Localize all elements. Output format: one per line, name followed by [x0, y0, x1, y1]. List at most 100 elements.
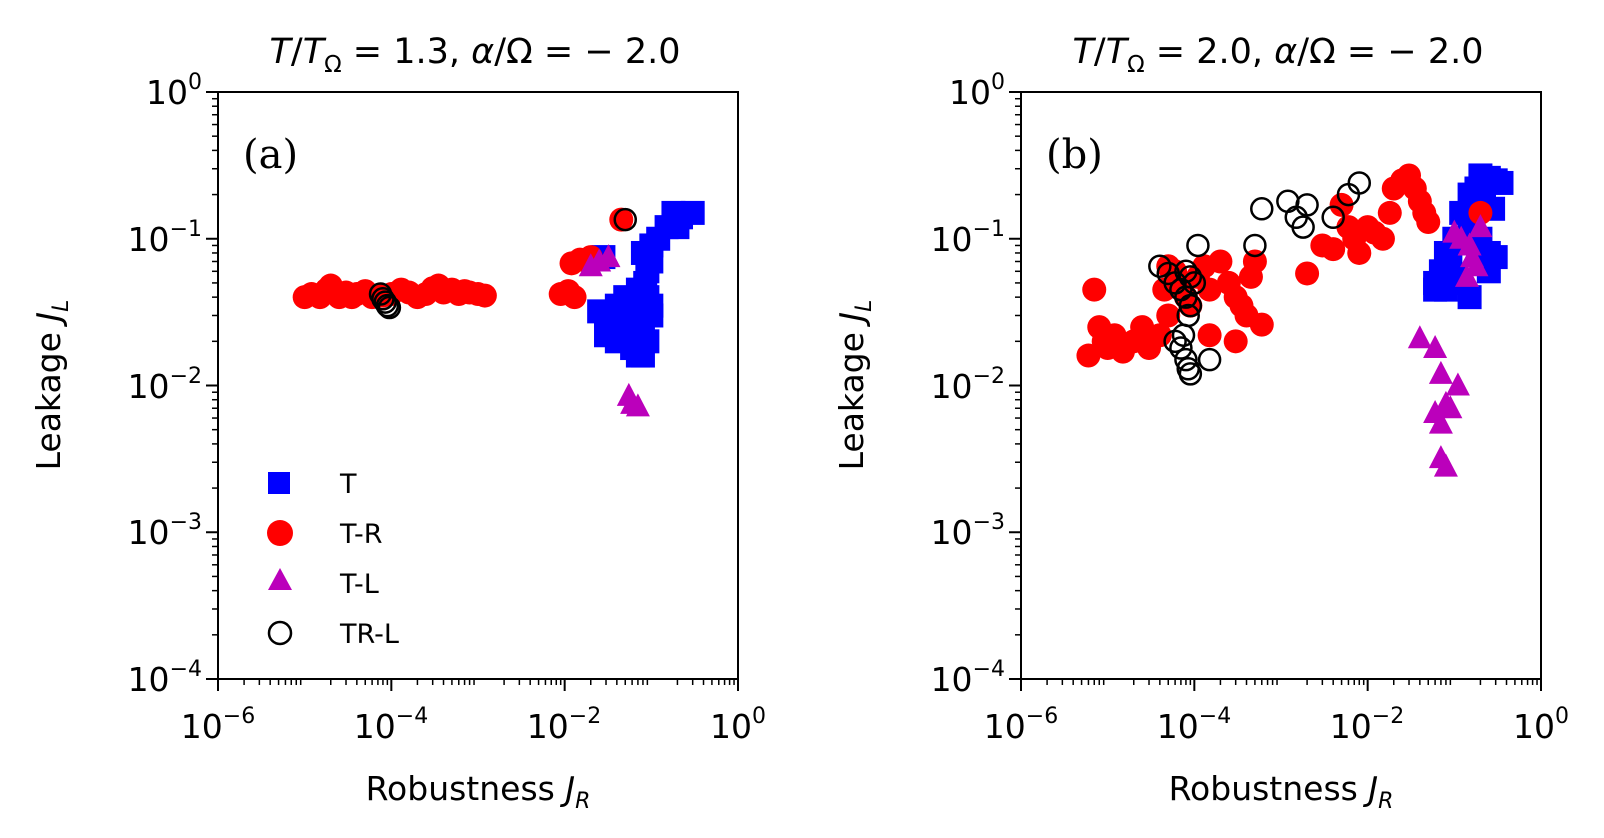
- panel-b-plot-frame: [1020, 91, 1542, 680]
- point-tr-l: [1182, 271, 1207, 295]
- legend-marker-t-r: [267, 520, 293, 546]
- point-t-l: [596, 244, 621, 268]
- point-t-l: [1457, 232, 1482, 256]
- point-t-r: [1329, 192, 1354, 217]
- panel-a-major-ticks: [206, 91, 739, 691]
- point-t: [1457, 285, 1482, 310]
- panel-b-title-t3sub: Ω: [1127, 52, 1145, 78]
- panel-a-minor-ticks: [212, 97, 735, 685]
- panel-b-title-t5: α: [1274, 32, 1297, 72]
- panel-a-title-t4: = 1.3,: [342, 32, 472, 72]
- panel-a-title-t3sub: Ω: [324, 52, 342, 78]
- panel-b-ytick-label: 10−2: [931, 364, 1005, 406]
- panel-a-ytick-label: 10−3: [128, 510, 202, 552]
- point-t-l: [1454, 263, 1479, 287]
- point-t-r: [1208, 249, 1233, 274]
- legend-marker-t-l: [268, 568, 292, 590]
- point-t-l: [1438, 395, 1463, 419]
- panel-a-xlabel: Robustness JR: [366, 769, 591, 814]
- point-t-r: [472, 283, 497, 308]
- point-tr-l: [373, 290, 397, 314]
- legend-label-t-l: T-L: [339, 569, 379, 600]
- panel-a-title-t5: α: [471, 32, 494, 72]
- point-tr-l: [1178, 362, 1203, 386]
- point-tr-l: [375, 293, 400, 318]
- point-tr-l: [1276, 189, 1300, 214]
- legend-label-t: T: [339, 469, 357, 500]
- panel-a: T/TΩ = 1.3, α/Ω = − 2.0 (a) 10−6 10−4 10…: [29, 32, 766, 814]
- point-t-r: [1249, 312, 1274, 337]
- point-tr-l: [377, 295, 402, 320]
- point-t-r: [1416, 210, 1441, 235]
- panel-b-title-t1: T: [1073, 32, 1097, 72]
- panel-b-ytick-label: 100: [949, 70, 1005, 112]
- panel-b-xtick-label: 10−2: [1330, 704, 1404, 746]
- panel-b-ytick-label: 10−3: [931, 510, 1005, 552]
- point-t-l: [1423, 335, 1448, 359]
- panel-a-plot-frame: [217, 91, 739, 680]
- point-t-r: [1468, 200, 1493, 225]
- point-t-r: [562, 285, 587, 310]
- panel-b-title: T/TΩ = 2.0, α/Ω = − 2.0: [1073, 32, 1484, 78]
- legend-marker-t: [268, 472, 290, 494]
- legend-label-tr-l: TR-L: [339, 619, 399, 650]
- point-tr-l: [1197, 347, 1222, 372]
- panel-b-xlabel: Robustness JR: [1169, 769, 1394, 814]
- point-t-l: [1468, 214, 1493, 238]
- point-t-r: [1377, 200, 1402, 225]
- point-t-r: [1295, 261, 1320, 286]
- point-t: [639, 303, 664, 328]
- panel-b-points: [1076, 163, 1514, 477]
- panel-a-xtick-label: 10−4: [354, 704, 428, 746]
- panel-a-xtick-label: 10−2: [527, 704, 601, 746]
- point-t: [1438, 249, 1463, 274]
- panel-a-points: [292, 200, 705, 417]
- point-t-l: [625, 393, 650, 417]
- panel-a-ytick-label: 10−1: [128, 217, 202, 259]
- panel-a-ytick-label: 10−4: [128, 657, 202, 699]
- point-t-l: [1433, 453, 1458, 477]
- point-t: [635, 329, 660, 354]
- panel-b: T/TΩ = 2.0, α/Ω = − 2.0 (b) 10−6 10−4 10…: [832, 32, 1569, 814]
- point-tr-l: [1174, 347, 1198, 372]
- panel-b-ytick-label: 10−1: [931, 217, 1005, 259]
- point-t-l: [1428, 360, 1453, 384]
- panel-a-xtick-label: 10−6: [181, 704, 255, 746]
- point-t-r: [1347, 240, 1372, 265]
- point-t-r: [1321, 237, 1346, 262]
- point-tr-l: [1174, 259, 1198, 284]
- point-tr-l: [1171, 323, 1196, 347]
- panel-b-xtick-label: 10−4: [1157, 704, 1231, 746]
- panel-a-title-t6: /Ω = − 2.0: [494, 32, 680, 72]
- panel-a-title: T/TΩ = 1.3, α/Ω = − 2.0: [270, 32, 681, 78]
- point-tr-l: [1243, 233, 1267, 258]
- panel-b-label: (b): [1046, 132, 1103, 178]
- point-t-l: [1407, 325, 1432, 349]
- panel-b-title-t6: /Ω = − 2.0: [1297, 32, 1483, 72]
- panel-a-title-t1: T: [270, 32, 294, 72]
- point-tr-l: [1295, 193, 1319, 217]
- point-tr-l: [1291, 215, 1315, 239]
- panel-a-xtick-label: 100: [710, 704, 766, 746]
- panel-a-ytick-label: 100: [146, 70, 202, 112]
- panel-b-title-t2: /: [1094, 32, 1106, 72]
- panel-a-label: (a): [243, 132, 298, 178]
- panel-a-ylabel: Leakage JL: [29, 300, 74, 471]
- point-t: [1483, 245, 1508, 270]
- point-tr-l: [1347, 171, 1372, 195]
- point-t: [1423, 277, 1448, 302]
- panel-b-title-t4: = 2.0,: [1145, 32, 1275, 72]
- point-t-r: [1082, 277, 1107, 302]
- panel-b-ytick-label: 10−4: [931, 657, 1005, 699]
- point-tr-l: [1148, 254, 1172, 278]
- point-tr-l: [1250, 197, 1274, 221]
- panel-b-major-ticks: [1009, 91, 1542, 691]
- point-t-r: [1197, 323, 1222, 348]
- legend: T T-R T-L TR-L: [267, 469, 399, 650]
- point-tr-l: [1186, 233, 1210, 258]
- panel-b-title-t3: T: [1106, 32, 1130, 72]
- point-tr-l: [1321, 205, 1345, 230]
- point-t-l: [1428, 410, 1453, 434]
- point-tr-l: [613, 207, 637, 232]
